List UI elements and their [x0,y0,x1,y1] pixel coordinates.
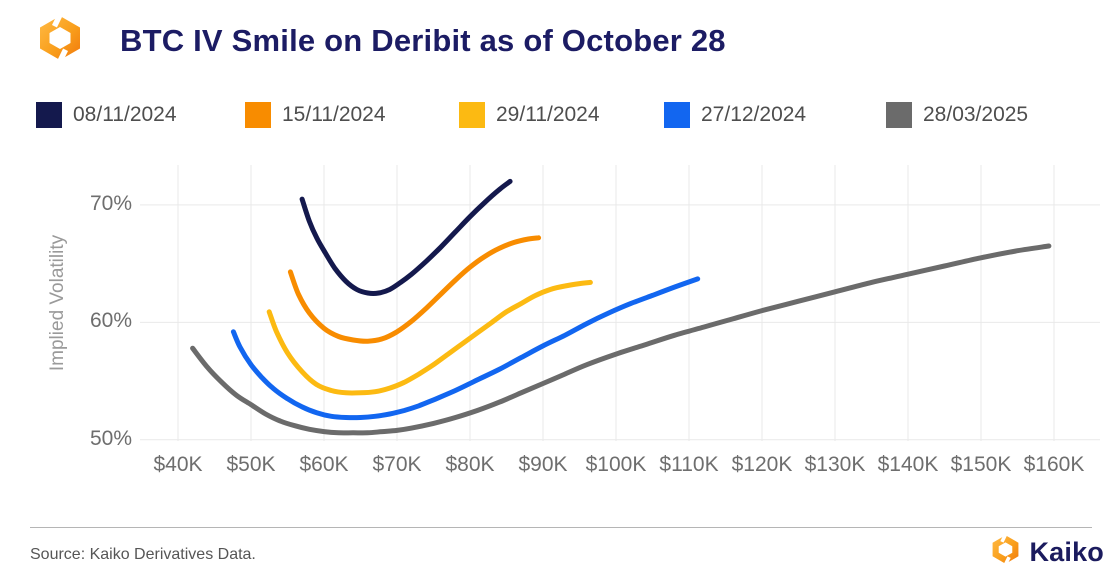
legend-item-08/11/2024: 08/11/2024 [36,102,177,128]
series-line-28/03/2025 [190,243,1052,436]
legend-swatch [459,102,485,128]
legend-label: 08/11/2024 [73,103,177,126]
x-tick-label: $90K [518,453,568,476]
legend-swatch [664,102,690,128]
y-axis-title: Implied Volatility [47,234,68,372]
legend-item-28/03/2025: 28/03/2025 [886,102,1028,128]
x-tick-label: $160K [1023,453,1085,476]
series-line-27/12/2024 [230,276,701,421]
legend-item-29/11/2024: 29/11/2024 [459,102,600,128]
x-tick-label: $50K [226,453,276,476]
kaiko-brand-text: Kaiko [1029,536,1104,567]
legend-label: 29/11/2024 [496,103,600,126]
chart-legend: 08/11/2024 15/11/2024 29/11/2024 27/12/2024… [0,102,1120,130]
x-tick-label: $150K [950,453,1012,476]
x-tick-label: $80K [445,453,495,476]
x-tick-label: $130K [804,453,866,476]
chart-title: BTC IV Smile on Deribit as of October 28 [120,22,726,58]
x-tick-label: $140K [877,453,939,476]
legend-label: 28/03/2025 [923,103,1029,126]
legend-item-15/11/2024: 15/11/2024 [245,102,386,128]
legend-label: 27/12/2024 [701,103,807,126]
legend-swatch [886,102,912,128]
series-line-15/11/2024 [287,235,542,344]
source-note: Source: Kaiko Derivatives Data. [30,546,256,563]
series-line-08/11/2024 [299,178,513,296]
kaiko-wordmark: Kaiko [990,532,1104,570]
kaiko-logo-icon [36,11,84,67]
x-tick-label: $100K [585,453,647,476]
x-tick-label: $120K [731,453,793,476]
gridlines [140,165,1100,441]
x-tick-label: $60K [299,453,349,476]
y-tick-label: 60% [89,309,132,332]
x-tick-label: $110K [659,453,719,476]
header: BTC IV Smile on Deribit as of October 28 [36,11,726,67]
legend-swatch [36,102,62,128]
y-tick-label: 70% [89,192,132,215]
kaiko-footer-icon [990,532,1021,570]
legend-swatch [245,102,271,128]
series-line-29/11/2024 [266,279,593,396]
legend-item-27/12/2024: 27/12/2024 [664,102,806,128]
footer-divider [30,527,1092,528]
x-tick-label: $70K [372,453,422,476]
y-tick-label: 50% [89,427,132,450]
legend-label: 15/11/2024 [282,103,386,126]
x-tick-label: $40K [153,453,203,476]
